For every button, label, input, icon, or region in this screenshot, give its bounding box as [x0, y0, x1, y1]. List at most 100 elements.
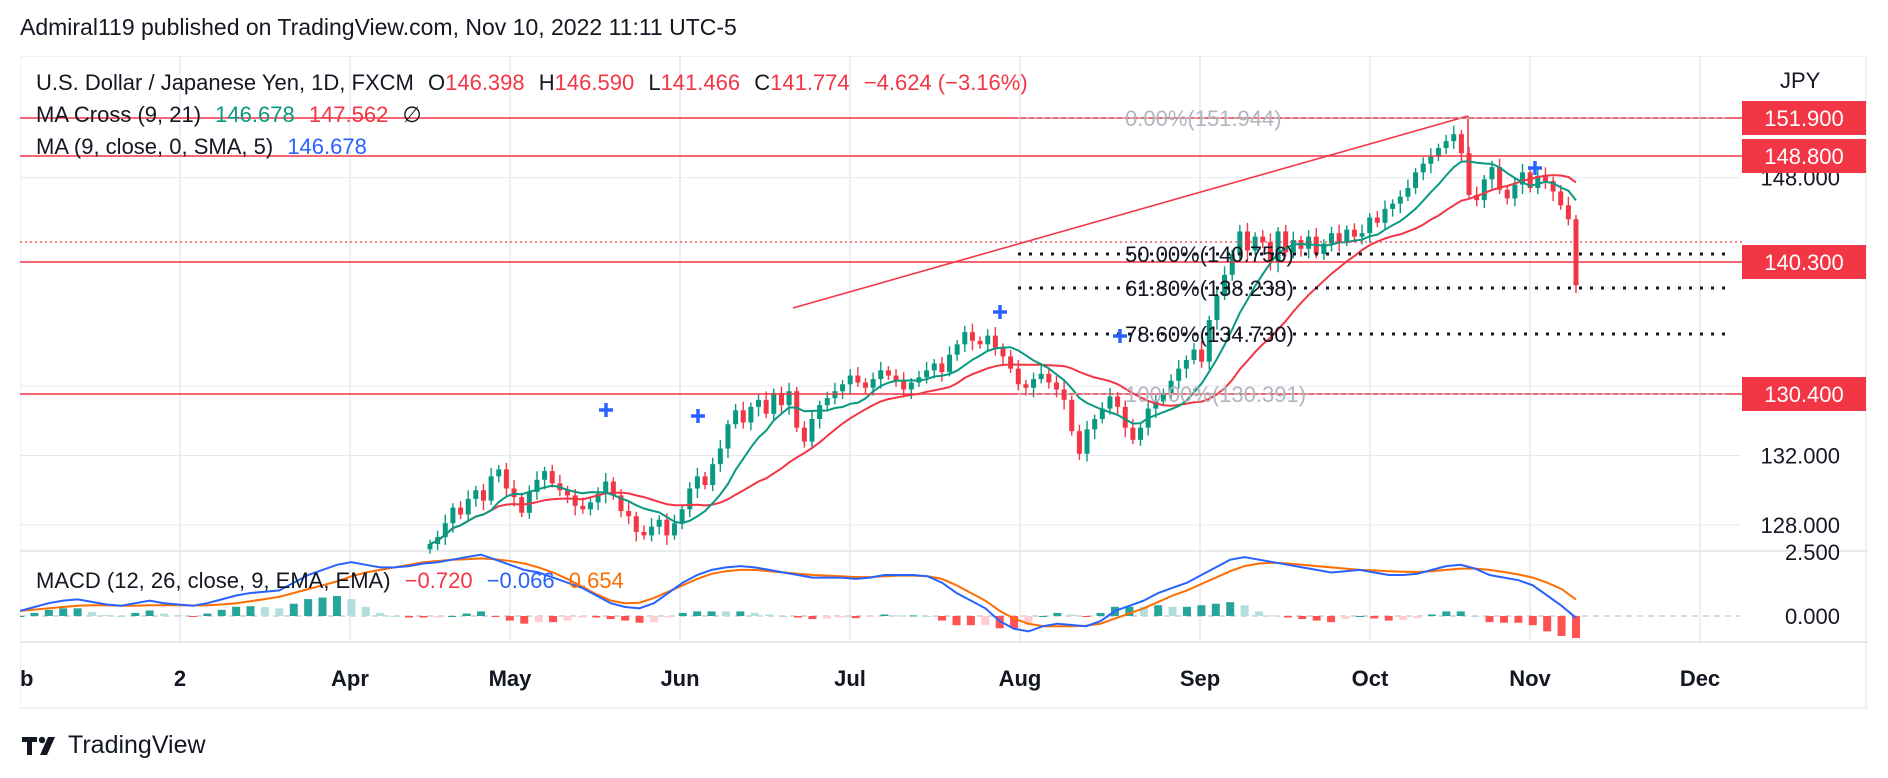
candle-body: [1458, 134, 1464, 154]
empty-set-icon[interactable]: ∅: [402, 102, 422, 127]
candle-body: [549, 471, 555, 484]
chart-pane[interactable]: b2AprMayJunJulAugSepOctNovDecJPY136.0001…: [20, 56, 1868, 710]
macd-histogram-bar: [1226, 602, 1235, 616]
candle-body: [885, 370, 891, 376]
macd-legend[interactable]: MACD (12, 26, close, 9, EMA, EMA) −0.720…: [36, 568, 632, 594]
macd-histogram-bar: [866, 616, 875, 617]
macd-histogram-bar: [1139, 606, 1148, 616]
macd-histogram-bar: [419, 616, 428, 618]
candle-body: [641, 531, 647, 536]
candle-body: [1443, 141, 1449, 149]
macd-histogram-bar: [1067, 614, 1076, 616]
candle-body: [1573, 219, 1579, 286]
macd-histogram-bar: [851, 616, 860, 619]
candle-body: [931, 363, 937, 371]
macd-histogram-bar: [1370, 616, 1379, 619]
macd-histogram-bar: [44, 609, 53, 616]
macd-histogram-bar: [794, 616, 802, 618]
candle-body: [855, 375, 861, 383]
macd-histogram-bar: [246, 606, 255, 616]
tradingview-footer[interactable]: TradingView: [20, 730, 206, 760]
macd-histogram-bar: [577, 616, 586, 618]
candle-body: [1413, 172, 1419, 188]
candle-body: [947, 354, 953, 373]
macd-histogram-bar: [145, 610, 154, 616]
candle-body: [1237, 231, 1243, 254]
candle-body: [1542, 175, 1548, 182]
macd-histogram-bar: [1168, 606, 1177, 616]
ma-legend[interactable]: MA (9, close, 0, SMA, 5) 146.678: [36, 134, 375, 160]
macd-tick-label: 2.500: [1785, 540, 1840, 565]
macd-hist-value: −0.720: [404, 568, 473, 593]
candle-body: [969, 332, 975, 341]
time-tick-label: 2: [174, 666, 186, 691]
candle-body: [962, 332, 968, 345]
macd-histogram-bar: [491, 616, 500, 617]
macd-histogram-bar: [966, 616, 975, 626]
candle-body: [427, 544, 433, 550]
candle-body: [679, 509, 685, 524]
macd-histogram-bar: [448, 616, 457, 617]
price-chart-svg[interactable]: b2AprMayJunJulAugSepOctNovDecJPY136.0001…: [20, 56, 1868, 710]
macd-histogram-bar: [59, 608, 68, 616]
macd-histogram-bar: [160, 613, 169, 616]
price-tick-label: 128.000: [1760, 513, 1840, 538]
candle-body: [687, 488, 693, 510]
candle-body: [587, 502, 593, 510]
candle-body: [1191, 349, 1197, 360]
ma-cross-legend[interactable]: MA Cross (9, 21) 146.678 147.562 ∅: [36, 102, 430, 128]
candle-body: [1451, 134, 1457, 142]
candle-body: [664, 519, 670, 536]
candle-body: [1214, 295, 1220, 320]
macd-histogram-bar: [894, 615, 903, 617]
macd-histogram-bar: [621, 616, 630, 621]
macd-histogram-bar: [405, 616, 413, 618]
candle-body: [626, 511, 632, 517]
candle-body: [1244, 231, 1250, 251]
macd-histogram-bar: [260, 607, 269, 616]
ma-cross-fast-value: 146.678: [215, 102, 295, 127]
candle-body: [1382, 208, 1388, 223]
level-price-label: 151.900: [1764, 106, 1844, 131]
macd-histogram-bar: [1211, 603, 1220, 616]
candle-body: [503, 469, 509, 489]
candle-body: [1306, 236, 1312, 249]
time-tick-label: Aug: [999, 666, 1042, 691]
level-price-tag: [1742, 101, 1866, 135]
macd-histogram-bar: [332, 596, 341, 616]
candle-body: [694, 476, 700, 489]
ma-cross-slow-value: 147.562: [308, 102, 389, 127]
macd-histogram-bar: [635, 616, 644, 623]
macd-histogram-bar: [1154, 605, 1163, 616]
candle-body: [1558, 191, 1564, 206]
macd-signal-value: 0.654: [568, 568, 624, 593]
macd-histogram-bar: [1010, 616, 1019, 629]
macd-histogram-bar: [1327, 616, 1336, 623]
ma-cross-marker: [1528, 161, 1542, 175]
candle-body: [450, 507, 456, 524]
ma-fast-line: [429, 160, 1577, 546]
trend-line: [792, 115, 1469, 309]
symbol-name: U.S. Dollar / Japanese Yen, 1D, FXCM: [36, 70, 414, 95]
fib-level-label: 50.00%(140.756): [1125, 242, 1294, 267]
macd-histogram-bar: [938, 616, 947, 621]
candle-body: [725, 424, 731, 449]
ma-cross-marker: [691, 409, 705, 423]
macd-histogram-bar: [1399, 616, 1408, 620]
candle-body: [847, 375, 853, 385]
candle-body: [633, 516, 639, 532]
macd-histogram-bar: [232, 606, 241, 616]
candle-body: [488, 476, 494, 501]
candle-body: [756, 399, 762, 407]
macd-histogram-bar: [1572, 616, 1580, 639]
level-price-tag: [1742, 377, 1866, 411]
macd-histogram-bar: [563, 616, 572, 621]
candle-body: [763, 399, 769, 414]
candle-body: [985, 335, 991, 345]
macd-histogram-bar: [649, 616, 658, 623]
ma-value: 146.678: [287, 134, 367, 159]
macd-histogram-bar: [275, 608, 284, 616]
candle-body: [1046, 373, 1052, 383]
macd-histogram-bar: [88, 612, 97, 616]
macd-histogram-bar: [203, 613, 212, 616]
